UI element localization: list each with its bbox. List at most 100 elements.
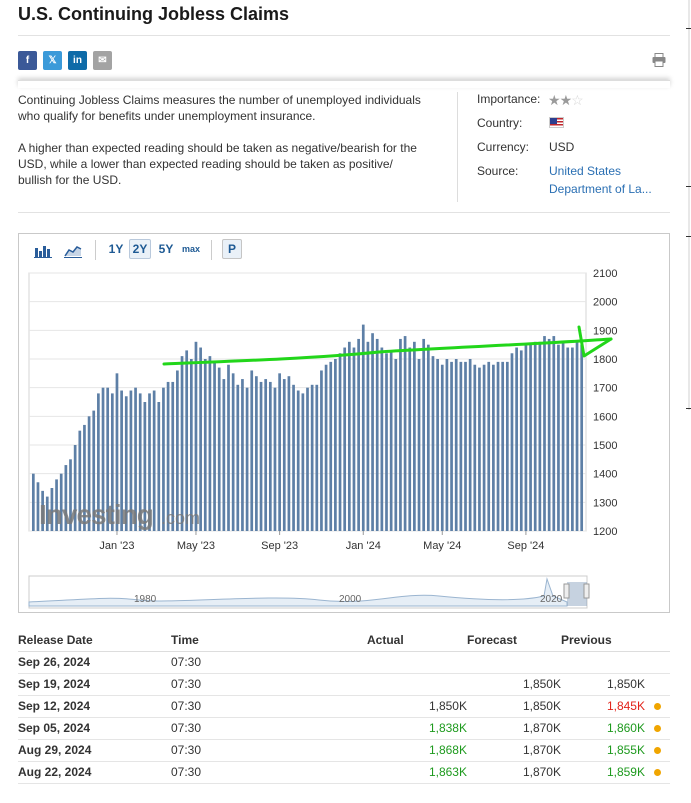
bar[interactable] [227,364,230,531]
bar[interactable] [138,393,142,531]
bar[interactable] [566,347,570,531]
bar[interactable] [273,387,277,531]
bar[interactable] [366,341,370,531]
bar[interactable] [543,336,546,531]
header-forecast[interactable]: Forecast [467,629,561,652]
bar[interactable] [115,373,119,531]
bar[interactable] [338,353,342,531]
header-release-date[interactable]: Release Date [18,629,171,652]
bar[interactable] [320,370,323,531]
bar[interactable] [399,338,402,531]
bar[interactable] [152,390,156,531]
bar[interactable] [580,344,584,531]
bar[interactable] [408,347,412,531]
bar[interactable] [505,361,509,531]
bar[interactable] [255,376,258,531]
bar[interactable] [492,364,495,531]
bar[interactable] [264,379,268,531]
bar[interactable] [134,387,137,531]
bar[interactable] [468,359,472,531]
bar[interactable] [73,445,77,531]
bar[interactable] [124,396,128,531]
bar[interactable] [436,359,439,531]
bar[interactable] [189,359,193,531]
bar[interactable] [557,344,560,531]
bar[interactable] [533,341,537,531]
bar[interactable] [292,384,295,531]
bar[interactable] [208,356,212,531]
bar[interactable] [464,361,467,531]
bar[interactable] [440,364,444,531]
bar[interactable] [306,387,309,531]
bar[interactable] [431,356,435,531]
bar[interactable] [194,341,198,531]
bar[interactable] [120,390,123,531]
range-1y-button[interactable]: 1Y [108,242,124,256]
bar[interactable] [87,416,91,531]
bar[interactable] [241,379,244,531]
bar[interactable] [524,344,528,531]
bar[interactable] [106,387,110,531]
bar[interactable] [171,381,175,531]
bar[interactable] [245,387,249,531]
navigator-left-handle[interactable] [563,583,570,599]
bar[interactable] [403,336,407,531]
bar[interactable] [561,341,565,531]
bar-chart-icon[interactable] [34,242,52,258]
bar[interactable] [59,473,63,531]
bar[interactable] [329,361,333,531]
bar[interactable] [78,430,82,531]
linkedin-share-button[interactable]: in [68,51,87,70]
bar[interactable] [101,387,105,531]
bar[interactable] [69,459,72,531]
bar[interactable] [157,402,161,531]
bar[interactable] [529,344,532,531]
bar[interactable] [45,496,49,531]
bar[interactable] [361,324,365,531]
bar[interactable] [575,341,579,531]
bar[interactable] [394,359,398,531]
bar[interactable] [278,373,281,531]
bar[interactable] [92,410,96,531]
print-icon[interactable] [652,53,666,67]
bar[interactable] [250,370,254,531]
bar[interactable] [496,361,500,531]
navigator-right-handle[interactable] [583,583,590,599]
bar[interactable] [482,364,486,531]
navigator-selection[interactable] [567,582,587,606]
bar[interactable] [487,361,491,531]
p-button[interactable]: P [222,239,242,259]
bar[interactable] [547,338,551,531]
bar[interactable] [413,341,416,531]
bar[interactable] [236,384,240,531]
bar[interactable] [296,390,300,531]
bar[interactable] [231,373,235,531]
bar[interactable] [422,338,426,531]
bar[interactable] [538,341,542,531]
bar[interactable] [129,390,133,531]
header-actual[interactable]: Actual [367,629,467,652]
bar[interactable] [426,344,430,531]
bar[interactable] [64,465,68,531]
bar[interactable] [110,393,114,531]
bar[interactable] [454,359,458,531]
bar[interactable] [459,361,463,531]
bar[interactable] [148,393,151,531]
bar[interactable] [282,379,286,531]
bar[interactable] [50,488,54,531]
bar[interactable] [287,376,291,531]
bar[interactable] [180,356,184,531]
bar[interactable] [203,359,207,531]
bar[interactable] [380,347,384,531]
bar[interactable] [389,350,393,531]
header-time[interactable]: Time [171,629,367,652]
bar[interactable] [552,336,556,531]
bar[interactable] [571,347,574,531]
bar[interactable] [259,381,263,531]
bar[interactable] [176,370,179,531]
bar[interactable] [217,367,221,531]
bar[interactable] [375,338,379,531]
bar[interactable] [450,361,453,531]
bar[interactable] [83,424,86,531]
range-2y-button[interactable]: 2Y [129,239,151,259]
